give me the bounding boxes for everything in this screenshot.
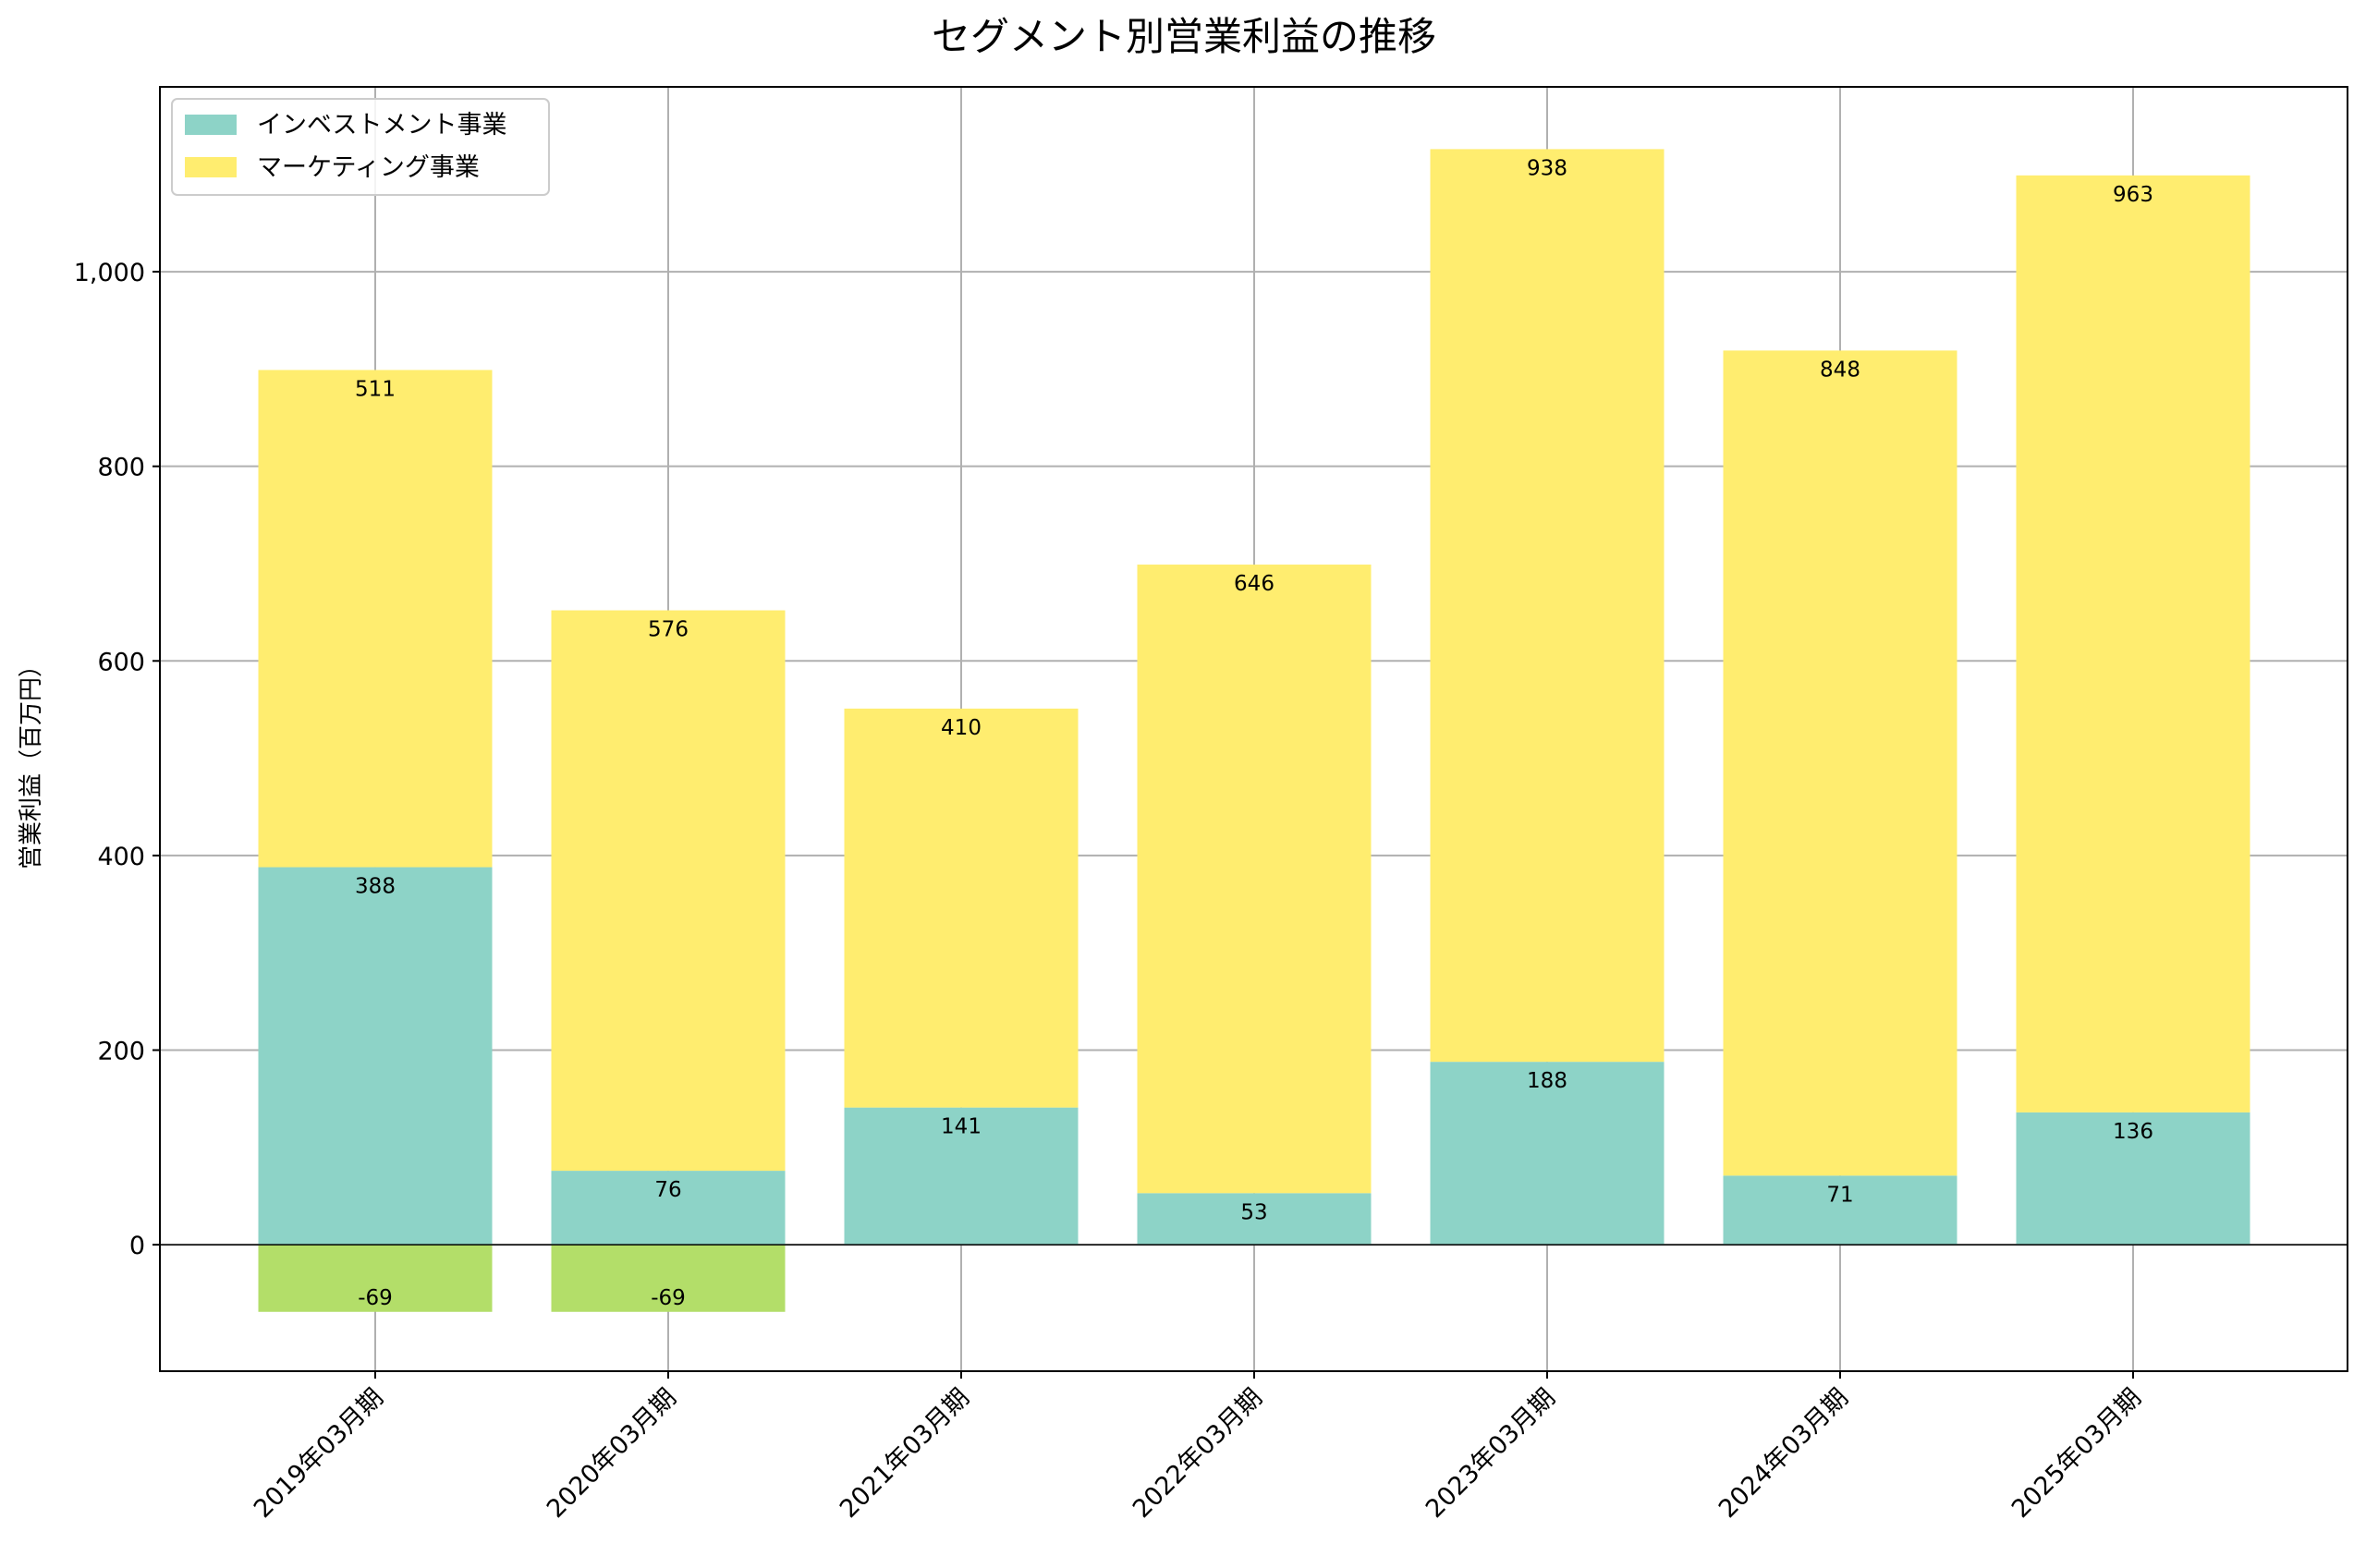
bar-value-label: 53 bbox=[1240, 1200, 1267, 1224]
bar-value-label: 511 bbox=[355, 377, 396, 401]
y-tick-label: 600 bbox=[97, 648, 145, 676]
bar-segment bbox=[1723, 350, 1957, 1176]
bar-value-label: 76 bbox=[654, 1178, 681, 1202]
legend-swatch bbox=[185, 157, 237, 177]
bar-segment bbox=[1430, 149, 1665, 1063]
chart-title: セグメント別営業利益の推移 bbox=[932, 14, 1436, 59]
bar-value-label: 141 bbox=[941, 1115, 982, 1139]
bar-segment bbox=[844, 1107, 1079, 1246]
bar-segment bbox=[1137, 1193, 1372, 1246]
y-tick-label: 0 bbox=[129, 1232, 145, 1260]
bar-segment bbox=[2016, 1112, 2250, 1246]
x-tick-label: 2025年03月期 bbox=[2006, 1383, 2147, 1524]
bar-segment bbox=[258, 1245, 493, 1312]
y-tick-label: 800 bbox=[97, 454, 145, 482]
x-tick-label: 2024年03月期 bbox=[1714, 1383, 1854, 1524]
bar-segment bbox=[2016, 175, 2250, 1112]
y-axis-label: 営業利益（百万円） bbox=[18, 653, 45, 869]
bar-segment bbox=[1723, 1175, 1957, 1246]
bar-value-label: -69 bbox=[651, 1286, 686, 1310]
y-tick-label: 200 bbox=[97, 1038, 145, 1066]
bar-segment bbox=[258, 370, 493, 868]
data-labels: 388 511 -69 76 576 -69 141 410 53 646 188 938 71 848 1… bbox=[355, 156, 2153, 1309]
legend-swatch bbox=[185, 115, 237, 135]
legend-box bbox=[171, 98, 550, 196]
bar-value-label: 646 bbox=[1234, 572, 1274, 596]
x-tick-label: 2019年03月期 bbox=[249, 1383, 389, 1524]
legend-label: インベストメント事業 bbox=[257, 111, 507, 140]
bar-value-label: 410 bbox=[941, 716, 982, 740]
bar-value-label: 71 bbox=[1826, 1183, 1853, 1207]
x-tick-label: 2021年03月期 bbox=[835, 1383, 975, 1524]
bar-segment bbox=[551, 610, 786, 1172]
x-tick-label: 2023年03月期 bbox=[1421, 1383, 1561, 1524]
y-axis-ticks: 0 200 400 600 800 1,000 bbox=[74, 259, 160, 1260]
x-tick-label: 2020年03月期 bbox=[542, 1383, 682, 1524]
bar-segment bbox=[258, 867, 493, 1246]
bar-value-label: 963 bbox=[2113, 183, 2153, 207]
bar-segment bbox=[1430, 1062, 1665, 1246]
bar-value-label: 388 bbox=[355, 875, 396, 899]
bar-value-label: 848 bbox=[1820, 358, 1860, 382]
bar-value-label: 576 bbox=[648, 618, 689, 642]
y-tick-label: 1,000 bbox=[74, 259, 145, 287]
legend-label: マーケティング事業 bbox=[257, 153, 480, 182]
y-tick-label: 400 bbox=[97, 843, 145, 871]
x-axis-ticks: 2019年03月期 2020年03月期 2021年03月期 2022年03月期 2023… bbox=[249, 1371, 2147, 1524]
bar-value-label: 136 bbox=[2113, 1120, 2153, 1144]
bar-segment bbox=[844, 708, 1079, 1108]
bar-segment bbox=[551, 1171, 786, 1246]
bar-value-label: 938 bbox=[1527, 156, 1567, 180]
x-tick-label: 2022年03月期 bbox=[1128, 1383, 1268, 1524]
bar-segment bbox=[1137, 565, 1372, 1194]
bar-value-label: 188 bbox=[1527, 1069, 1567, 1093]
bars bbox=[258, 149, 2250, 1312]
bar-value-label: -69 bbox=[358, 1286, 393, 1310]
bar-segment bbox=[551, 1245, 786, 1312]
